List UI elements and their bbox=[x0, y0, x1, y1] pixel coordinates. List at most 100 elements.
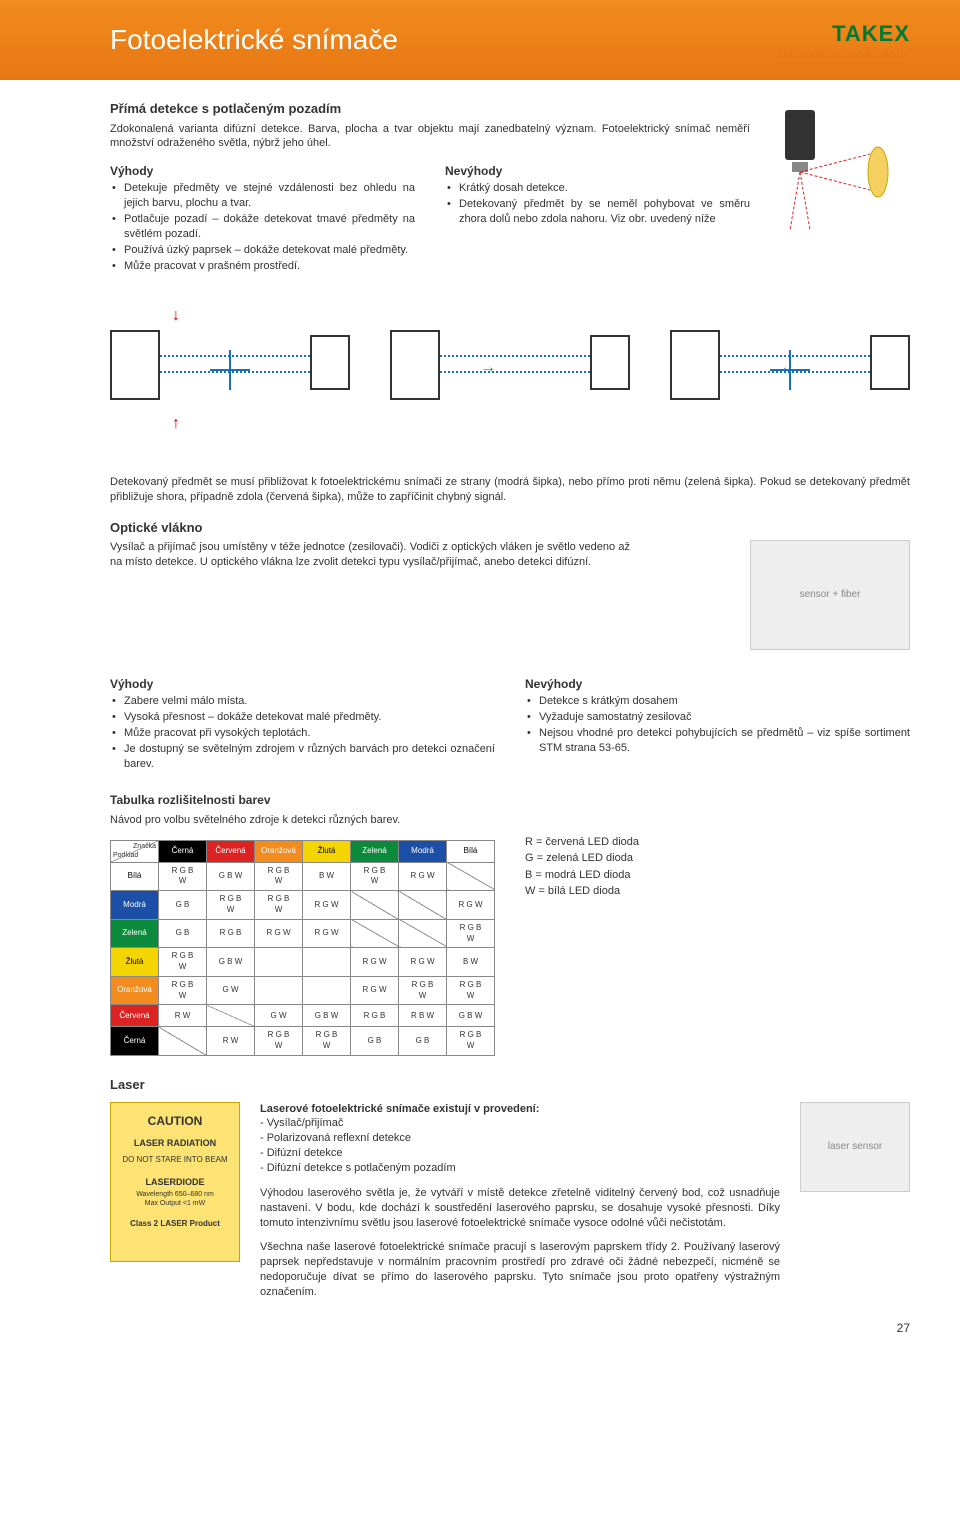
list-item: Používá úzký paprsek – dokáže detekovat … bbox=[110, 243, 415, 258]
table-cell: G B bbox=[399, 1027, 447, 1056]
section2-intro: Vysílač a přijímač jsou umístěny v téže … bbox=[110, 540, 630, 570]
diagram-note: Detekovaný předmět se musí přibližovat k… bbox=[110, 475, 910, 505]
list-item: Může pracovat při vysokých teplotách. bbox=[110, 726, 495, 741]
section3-title: Laser bbox=[110, 1076, 910, 1094]
color-table: ZnačkaPodklad ČernáČervená OranžováŽlutáZe… bbox=[110, 840, 495, 1057]
caution-t5: Wavelength 650–680 nm Max Output <1 mW bbox=[117, 1190, 233, 1209]
table-cell bbox=[255, 948, 303, 977]
table-cell: B W bbox=[447, 948, 495, 977]
table-cell bbox=[255, 976, 303, 1005]
table-cell: R G W bbox=[447, 891, 495, 920]
sensor-diagram-top bbox=[770, 100, 910, 270]
brand-sub: TAKENAKA SENSOR GROUP bbox=[777, 49, 910, 61]
list-item: Detekuje předměty ve stejné vzdálenosti … bbox=[110, 181, 415, 211]
laser-p2: Všechna naše laserové fotoelektrické sní… bbox=[260, 1240, 780, 1299]
list-item: Zabere velmi málo místa. bbox=[110, 694, 495, 709]
row-header: Modrá bbox=[111, 891, 159, 920]
table-cell: G W bbox=[255, 1005, 303, 1027]
col-header: Modrá bbox=[399, 840, 447, 862]
laser-variant: - Vysílač/přijímač bbox=[260, 1116, 780, 1131]
page-title: Fotoelektrické snímače bbox=[110, 21, 398, 59]
table-cell: R G B W bbox=[447, 976, 495, 1005]
table-cell: G B W bbox=[207, 862, 255, 891]
list-item: Krátký dosah detekce. bbox=[445, 181, 750, 196]
col-header: Oranžová bbox=[255, 840, 303, 862]
row-header: Červená bbox=[111, 1005, 159, 1027]
section2-title: Optické vlákno bbox=[110, 519, 910, 537]
section1-adv-head: Výhody bbox=[110, 163, 415, 179]
table-cell bbox=[351, 919, 399, 948]
table-cell bbox=[303, 948, 351, 977]
color-table-title: Tabulka rozlišitelnosti barev bbox=[110, 792, 910, 808]
caution-t1: CAUTION bbox=[117, 1113, 233, 1129]
table-cell: G B bbox=[159, 891, 207, 920]
table-cell: G B W bbox=[207, 948, 255, 977]
col-header: Bílá bbox=[447, 840, 495, 862]
fiber-sensor-photo: sensor + fiber bbox=[750, 540, 910, 650]
caution-t4: LASERDIODE bbox=[117, 1176, 233, 1188]
section1-dis-list: Krátký dosah detekce. Detekovaný předmět… bbox=[445, 181, 750, 227]
row-header: Černá bbox=[111, 1027, 159, 1056]
table-corner: ZnačkaPodklad bbox=[111, 840, 159, 862]
table-cell: R G B W bbox=[159, 948, 207, 977]
approach-diagrams: ↓ ↑ → ← bbox=[110, 285, 910, 455]
table-cell: R G B W bbox=[303, 1027, 351, 1056]
list-item: Detekce s krátkým dosahem bbox=[525, 694, 910, 709]
table-cell: R G B W bbox=[255, 1027, 303, 1056]
legend-w: W = bílá LED dioda bbox=[525, 883, 639, 900]
legend-b: B = modrá LED dioda bbox=[525, 867, 639, 884]
section1-dis-head: Nevýhody bbox=[445, 163, 750, 179]
caution-t2: LASER RADIATION bbox=[117, 1137, 233, 1149]
table-cell: R G B W bbox=[255, 891, 303, 920]
table-cell: R G B W bbox=[399, 976, 447, 1005]
laser-p1: Výhodou laserového světla je, že vytváří… bbox=[260, 1186, 780, 1231]
caution-t6: Class 2 LASER Product bbox=[117, 1219, 233, 1230]
table-cell bbox=[399, 919, 447, 948]
table-cell: R G B W bbox=[255, 862, 303, 891]
table-cell: R G B W bbox=[159, 976, 207, 1005]
legend-g: G = zelená LED dioda bbox=[525, 850, 639, 867]
table-cell: G B W bbox=[447, 1005, 495, 1027]
table-cell bbox=[159, 1027, 207, 1056]
table-cell bbox=[399, 891, 447, 920]
laser-sensor-photo: laser sensor bbox=[800, 1102, 910, 1192]
section2-dis-list: Detekce s krátkým dosahem Vyžaduje samos… bbox=[525, 694, 910, 755]
laser-variant: - Difúzní detekce bbox=[260, 1146, 780, 1161]
table-cell: R G W bbox=[303, 891, 351, 920]
table-cell bbox=[351, 891, 399, 920]
page-number: 27 bbox=[0, 1320, 960, 1336]
section2-dis-head: Nevýhody bbox=[525, 676, 910, 692]
laser-variant: - Polarizovaná reflexní detekce bbox=[260, 1131, 780, 1146]
table-cell bbox=[447, 862, 495, 891]
row-header: Bílá bbox=[111, 862, 159, 891]
list-item: Nejsou vhodné pro detekci pohybujících s… bbox=[525, 726, 910, 756]
section1-adv-list: Detekuje předměty ve stejné vzdálenosti … bbox=[110, 181, 415, 273]
list-item: Je dostupný se světelným zdrojem v různý… bbox=[110, 742, 495, 772]
table-cell: R G B W bbox=[351, 862, 399, 891]
color-legend: R = červená LED dioda G = zelená LED dio… bbox=[525, 834, 639, 900]
table-cell: R G B bbox=[207, 919, 255, 948]
table-cell: R G B bbox=[351, 1005, 399, 1027]
table-cell: G W bbox=[207, 976, 255, 1005]
table-cell: B W bbox=[303, 862, 351, 891]
list-item: Vyžaduje samostatný zesilovač bbox=[525, 710, 910, 725]
caution-t3: DO NOT STARE INTO BEAM bbox=[117, 1155, 233, 1166]
list-item: Může pracovat v prašném prostředí. bbox=[110, 259, 415, 274]
table-cell: R G W bbox=[303, 919, 351, 948]
table-cell: G B W bbox=[303, 1005, 351, 1027]
color-table-subtitle: Návod pro volbu světelného zdroje k dete… bbox=[110, 813, 910, 828]
table-cell: R G W bbox=[351, 976, 399, 1005]
table-cell: G B bbox=[159, 919, 207, 948]
table-cell bbox=[303, 976, 351, 1005]
table-cell bbox=[207, 1005, 255, 1027]
brand-block: TAKEX TAKENAKA SENSOR GROUP bbox=[777, 19, 910, 61]
list-item: Vysoká přesnost – dokáže detekovat malé … bbox=[110, 710, 495, 725]
table-cell: R G B W bbox=[207, 891, 255, 920]
section1-intro: Zdokonalená varianta difúzní detekce. Ba… bbox=[110, 122, 750, 152]
table-cell: R G W bbox=[351, 948, 399, 977]
col-header: Žlutá bbox=[303, 840, 351, 862]
table-cell: R G B W bbox=[159, 862, 207, 891]
page-header: Fotoelektrické snímače TAKEX TAKENAKA SE… bbox=[0, 0, 960, 80]
table-cell: R W bbox=[207, 1027, 255, 1056]
col-header: Zelená bbox=[351, 840, 399, 862]
